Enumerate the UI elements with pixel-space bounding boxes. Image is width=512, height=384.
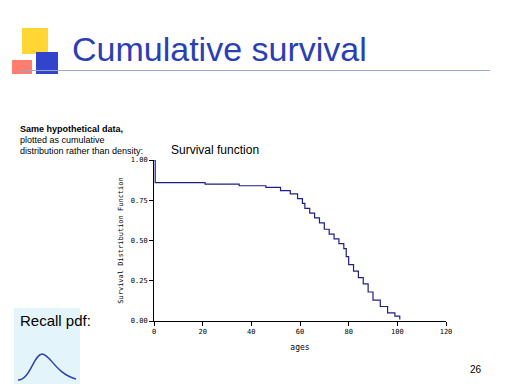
svg-text:20: 20 [198, 328, 206, 336]
svg-text:ages: ages [290, 343, 309, 352]
svg-text:0: 0 [152, 328, 156, 336]
svg-text:60: 60 [296, 328, 304, 336]
svg-text:0.75: 0.75 [131, 197, 148, 205]
svg-text:Survival Distribution Function: Survival Distribution Function [117, 177, 125, 303]
svg-text:80: 80 [344, 328, 352, 336]
svg-text:120: 120 [440, 328, 453, 336]
svg-text:40: 40 [247, 328, 255, 336]
svg-text:0.00: 0.00 [131, 317, 148, 325]
svg-text:0.25: 0.25 [131, 277, 148, 285]
html-text:Cumulative survival: Cumulative survival [72, 30, 367, 68]
html-text:Recall pdf:: Recall pdf: [20, 312, 91, 329]
svg-text:100: 100 [391, 328, 404, 336]
svg-text:Survival function: Survival function [171, 143, 259, 157]
svg-text:1.00: 1.00 [131, 156, 148, 164]
svg-text:0.50: 0.50 [131, 237, 148, 245]
html-text:26: 26 [470, 364, 482, 375]
html-text:Same hypothetical data,: Same hypothetical data, [20, 124, 123, 134]
html-text:plotted as cumulative distribu: plotted as cumulative distribution rathe… [20, 135, 144, 156]
